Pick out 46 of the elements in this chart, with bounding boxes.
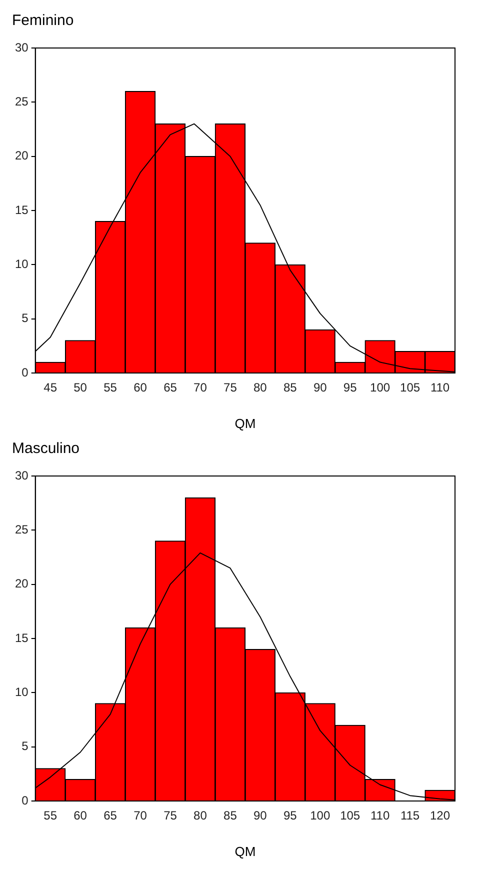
x-tick-label: 110 [370,808,390,823]
x-tick-label: 95 [343,380,358,395]
x-tick-label: 45 [44,380,58,395]
x-tick-label: 95 [283,808,298,823]
y-tick-label: 15 [14,630,29,645]
y-tick-label: 30 [14,40,29,54]
chart-title: Feminino [12,12,74,30]
y-tick-label: 10 [14,684,29,699]
y-tick-label: 10 [14,256,29,271]
x-tick-label: 85 [283,380,298,395]
x-tick-label: 90 [313,380,328,395]
x-tick-label: 90 [253,808,268,823]
chart-title: Masculino [12,440,80,458]
x-tick-label: 80 [194,808,208,823]
x-tick-label: 105 [400,380,420,395]
y-tick-label: 20 [14,148,29,163]
y-tick-label: 15 [14,202,29,217]
x-tick-label: 55 [44,808,58,823]
x-tick-label: 110 [430,380,450,395]
x-tick-label: 60 [74,808,88,823]
x-tick-label: 115 [400,808,420,823]
x-tick-label: 60 [134,380,148,395]
x-axis-title: QM [234,416,256,431]
x-tick-label: 70 [134,808,148,823]
x-tick-label: 50 [74,380,88,395]
x-tick-label: 105 [340,808,360,823]
y-tick-label: 0 [22,365,29,380]
x-tick-label: 100 [370,380,390,395]
y-tick-label: 0 [22,793,29,808]
x-tick-label: 100 [310,808,330,823]
x-tick-label: 65 [164,380,178,395]
y-tick-label: 25 [14,522,29,536]
x-tick-label: 55 [104,380,118,395]
x-tick-label: 80 [253,380,268,395]
y-tick-label: 5 [22,311,29,326]
x-tick-label: 85 [224,808,238,823]
x-axis-title: QM [234,844,256,859]
x-tick-label: 120 [430,808,450,823]
x-tick-label: 75 [224,380,238,395]
y-tick-label: 20 [14,576,29,591]
y-tick-label: 30 [14,468,29,482]
x-tick-label: 70 [194,380,208,395]
x-tick-label: 75 [164,808,178,823]
x-tick-label: 65 [104,808,118,823]
y-tick-label: 25 [14,94,29,108]
y-tick-label: 5 [22,739,29,754]
